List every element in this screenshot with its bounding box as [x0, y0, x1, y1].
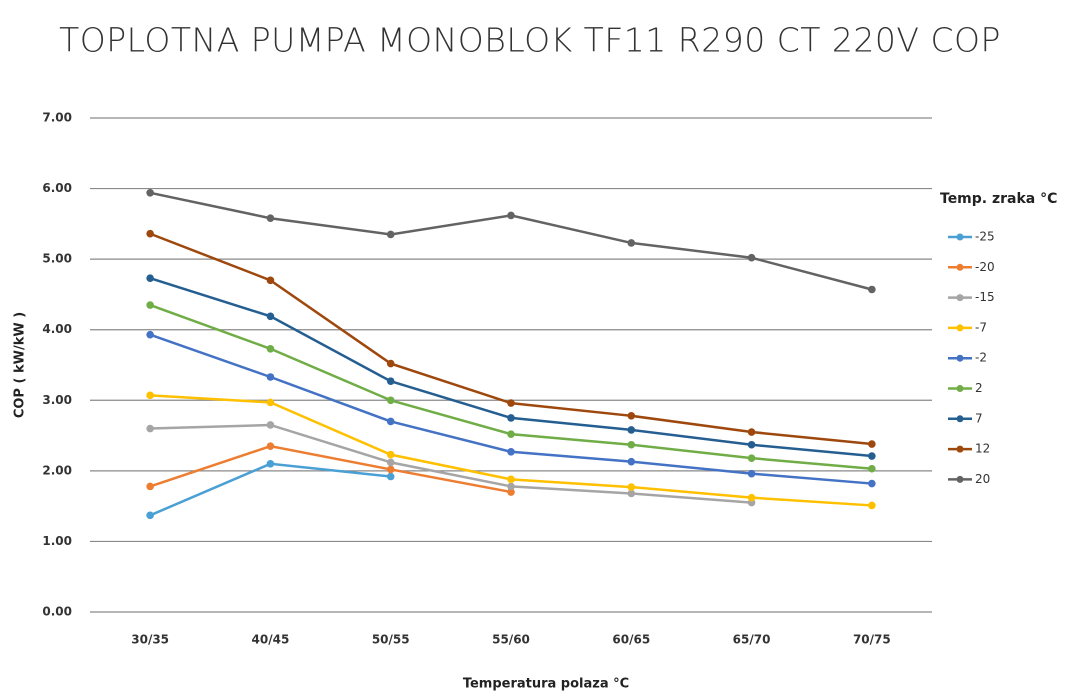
x-tick-label: 55/60: [492, 633, 530, 647]
series-line: [149, 277, 872, 458]
data-point: [747, 469, 756, 478]
data-point: [266, 214, 275, 223]
data-point: [627, 239, 636, 247]
legend-marker: [956, 385, 964, 392]
legend-marker: [956, 445, 964, 453]
legend-label: 7: [975, 411, 983, 425]
data-point: [507, 414, 515, 422]
data-point: [747, 428, 756, 436]
data-point: [507, 482, 515, 491]
x-axis-label: Temperatura polaza °C: [463, 677, 629, 692]
data-point: [386, 230, 395, 239]
data-point: [507, 475, 515, 484]
chart-title: TOPLOTNA PUMPA MONOBLOK TF11 R290 CT 220…: [59, 21, 1001, 60]
data-point: [627, 489, 636, 498]
legend-marker: [956, 415, 964, 423]
data-point: [386, 377, 395, 386]
data-point: [386, 458, 395, 467]
y-tick-label: 3.00: [42, 393, 72, 407]
data-point: [868, 285, 876, 294]
data-point: [266, 398, 275, 407]
data-point: [266, 373, 275, 381]
series-line: [150, 423, 752, 504]
y-axis-label: COP ( kW/kW ): [13, 312, 28, 418]
data-point: [627, 440, 636, 449]
data-point: [386, 465, 395, 474]
data-point: [627, 483, 636, 491]
legend-marker: [956, 233, 964, 241]
data-point: [627, 457, 636, 466]
x-tick-label: 50/55: [372, 633, 410, 647]
data-point: [868, 440, 876, 448]
data-point: [146, 482, 154, 491]
data-point: [747, 454, 756, 462]
data-point: [386, 472, 395, 481]
data-point: [146, 424, 154, 433]
series-line: [149, 232, 872, 446]
data-point: [627, 412, 636, 420]
legend-marker: [956, 475, 964, 483]
y-tick-label: 4.00: [42, 322, 72, 336]
data-point: [868, 501, 876, 510]
data-point: [747, 493, 756, 502]
data-point: [146, 189, 154, 197]
y-tick-label: 1.00: [42, 534, 72, 548]
legend-label: 20: [975, 472, 990, 486]
data-point: [146, 511, 154, 520]
data-point: [627, 426, 636, 434]
data-point: [266, 421, 275, 429]
data-point: [146, 301, 154, 309]
data-point: [266, 460, 275, 468]
legend-label: -20: [975, 260, 995, 274]
series-line: [149, 333, 872, 485]
x-tick-label: 70/75: [853, 633, 891, 647]
data-point: [146, 330, 154, 339]
legend-label: -15: [975, 290, 995, 304]
x-tick-label: 65/70: [733, 633, 771, 647]
legend-label: 12: [975, 442, 990, 456]
data-point: [868, 464, 876, 473]
data-point: [386, 359, 395, 368]
legend-label: -25: [975, 230, 995, 244]
data-point: [146, 229, 154, 238]
series-line: [149, 462, 391, 517]
data-point: [386, 417, 395, 426]
x-tick-label: 60/65: [612, 633, 650, 647]
data-point: [747, 440, 756, 449]
y-tick-label: 5.00: [42, 252, 72, 266]
data-point: [507, 448, 515, 456]
data-point: [507, 488, 515, 496]
data-point: [266, 344, 275, 353]
legend-marker: [956, 324, 964, 332]
data-point: [266, 312, 275, 321]
legend-marker: [956, 354, 964, 362]
data-point: [868, 479, 876, 488]
data-point: [507, 211, 515, 220]
y-tick-label: 2.00: [42, 463, 72, 477]
legend-marker: [956, 263, 964, 271]
data-point: [386, 450, 395, 459]
y-tick-label: 6.00: [42, 181, 72, 195]
x-tick-label: 30/35: [131, 633, 169, 647]
legend-label: -2: [975, 351, 987, 365]
legend-label: 2: [975, 381, 983, 395]
data-point: [747, 253, 756, 262]
data-point: [266, 276, 275, 285]
data-point: [146, 391, 154, 400]
legend-marker: [956, 294, 964, 302]
x-tick-label: 40/45: [252, 633, 290, 647]
y-tick-label: 0.00: [42, 605, 72, 619]
data-point: [868, 452, 876, 460]
data-point: [507, 399, 515, 407]
data-point: [507, 430, 515, 438]
y-tick-label: 7.00: [42, 111, 72, 125]
legend-title: Temp. zraka °C: [940, 191, 1057, 207]
data-point: [266, 442, 275, 450]
legend-label: -7: [975, 320, 987, 334]
data-point: [386, 396, 395, 405]
data-point: [146, 274, 154, 282]
series-line: [149, 444, 512, 494]
